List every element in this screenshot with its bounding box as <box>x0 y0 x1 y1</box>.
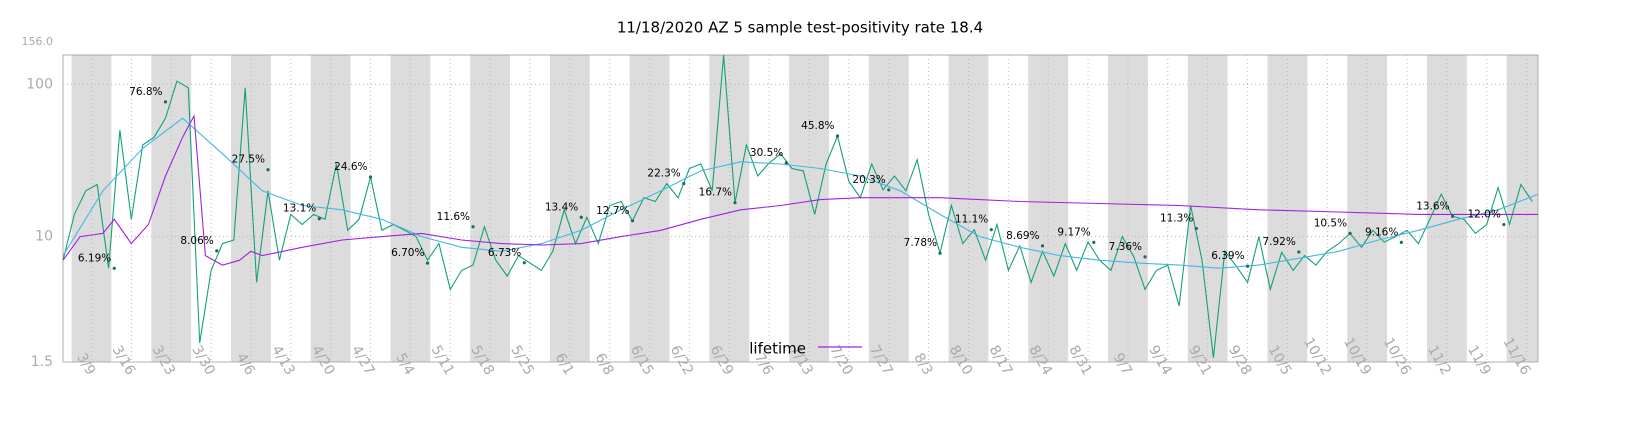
annotation-dot <box>1348 231 1352 235</box>
annotation-label: 6.19% <box>78 252 111 264</box>
annotation-dot <box>630 219 635 223</box>
annotation-label: 13.6% <box>1416 200 1449 212</box>
y-tick-label: 1.5 <box>31 354 53 370</box>
week-band <box>868 55 909 362</box>
x-tick-label: 8/3 <box>910 350 935 378</box>
annotation-label: 16.7% <box>699 187 732 199</box>
annotation-dot <box>1502 222 1506 227</box>
annotation-label: 7.36% <box>1109 241 1142 253</box>
annotation-dot <box>317 217 321 221</box>
chart-title: 11/18/2020 AZ 5 sample test-positivity r… <box>617 19 983 37</box>
annotation-dot <box>989 228 993 232</box>
annotation-label: 9.17% <box>1057 226 1090 238</box>
week-band <box>549 55 590 362</box>
annotation-label: 13.1% <box>283 203 316 215</box>
week-band <box>1267 55 1308 362</box>
annotation-label: 8.06% <box>180 235 213 247</box>
annotation-label: 20.3% <box>852 174 885 186</box>
week-band <box>1347 55 1388 362</box>
annotation-label: 11.3% <box>1160 213 1193 225</box>
plot-frame <box>62 54 1539 363</box>
week-band <box>1506 55 1538 362</box>
annotation-label: 9.16% <box>1365 226 1398 238</box>
annotation-dot <box>1092 240 1096 244</box>
annotation-dot <box>1450 214 1455 218</box>
annotation-label: 6.73% <box>488 247 521 259</box>
x-tick-label: 9/14 <box>1145 343 1175 378</box>
annotation-dot <box>522 261 526 265</box>
week-band <box>231 55 271 362</box>
annotation-dot <box>938 251 942 255</box>
annotation-label: 7.78% <box>904 237 937 249</box>
annotation-label: 22.3% <box>647 168 680 180</box>
week-band <box>470 55 511 362</box>
x-tick-label: 3/16 <box>109 343 139 378</box>
x-tick-label: 8/31 <box>1065 343 1095 378</box>
week-band <box>1108 55 1148 362</box>
week-band <box>629 55 670 362</box>
annotation-dot <box>266 168 270 172</box>
annotation-label: 76.8% <box>129 86 162 98</box>
annotation-label: 12.7% <box>596 205 629 217</box>
week-band <box>390 55 431 362</box>
annotation-dot <box>784 161 788 165</box>
annotation-dot <box>579 215 583 219</box>
annotation-dot <box>1040 244 1045 248</box>
annotation-label: 11.6% <box>437 211 470 223</box>
x-tick-label: 11/9 <box>1464 343 1494 378</box>
x-tick-label: 5/25 <box>507 343 537 378</box>
annotation-label: 24.6% <box>334 161 367 173</box>
annotation-label: 13.4% <box>545 201 578 213</box>
annotation-label: 6.70% <box>391 247 424 259</box>
annotation-dot <box>1143 255 1147 259</box>
week-band <box>948 55 989 362</box>
week-band <box>709 55 750 362</box>
annotation-dot <box>163 100 168 104</box>
annotation-dot <box>1297 250 1301 254</box>
annotation-dot <box>1245 264 1250 268</box>
x-tick-label: 6/22 <box>667 343 697 378</box>
x-tick-label: 9/28 <box>1225 343 1255 378</box>
week-band <box>151 55 192 362</box>
series-line <box>62 114 1538 266</box>
y-tick-label: 156.0 <box>22 35 54 48</box>
annotation-dot <box>835 134 840 138</box>
legend-label: lifetime <box>749 340 806 358</box>
annotation-dot <box>733 201 737 205</box>
annotation-label: 30.5% <box>750 147 783 159</box>
annotation-dot <box>887 188 891 192</box>
annotation-label: 10.5% <box>1314 217 1347 229</box>
annotation-dot <box>425 261 430 265</box>
annotation-label: 27.5% <box>232 154 265 166</box>
annotation-label: 11.1% <box>955 214 988 226</box>
annotation-dot <box>1399 240 1403 244</box>
annotation-dot <box>215 249 219 253</box>
x-tick-label: 6/8 <box>592 350 617 378</box>
series-line <box>62 117 1539 269</box>
x-tick-label: 4/27 <box>348 343 378 378</box>
x-tick-label: 3/30 <box>188 343 218 378</box>
annotation-dot <box>471 225 475 229</box>
week-band <box>789 55 829 362</box>
annotation-dot <box>682 181 686 186</box>
annotation-dot <box>1194 226 1198 231</box>
y-tick-label: 10 <box>35 229 53 245</box>
x-tick-label: 8/17 <box>986 343 1016 378</box>
y-tick-label: 100 <box>26 76 53 92</box>
series-line <box>62 54 1533 358</box>
annotation-dot <box>368 175 373 179</box>
annotation-dot <box>112 266 116 270</box>
x-tick-label: 5/11 <box>428 343 458 378</box>
annotation-label: 12.0% <box>1467 209 1500 221</box>
annotation-label: 8.69% <box>1006 230 1039 242</box>
week-band <box>1028 55 1069 362</box>
x-tick-label: 7/20 <box>826 343 856 378</box>
annotation-label: 7.92% <box>1262 236 1295 248</box>
week-band <box>1426 55 1467 362</box>
annotation-label: 45.8% <box>801 120 834 132</box>
x-tick-label: 4/13 <box>268 343 298 378</box>
annotation-label: 6.39% <box>1211 250 1244 262</box>
